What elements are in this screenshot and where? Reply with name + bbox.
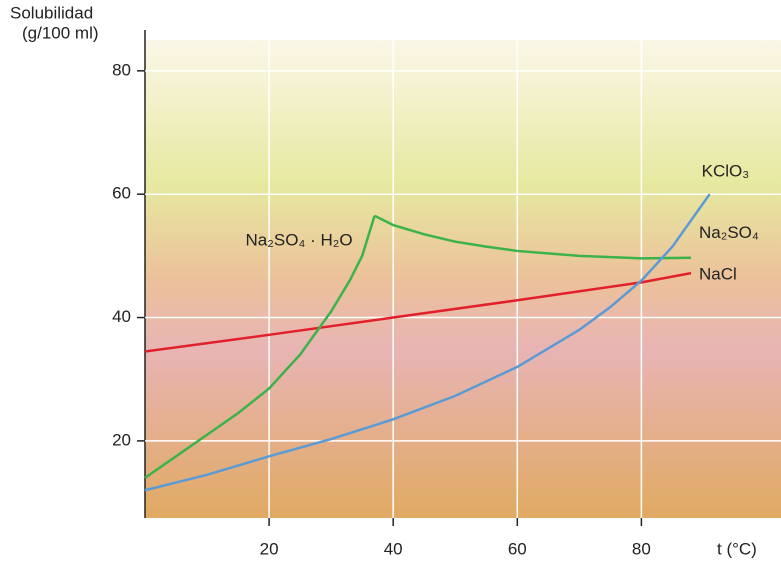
x-label: t (°C) (717, 539, 757, 558)
series-label: NaCl (699, 265, 737, 284)
chart: Solubilidad (g/100 ml) t (°C) 20 40 60 80 20… (0, 0, 781, 566)
x-tick-label: 40 (384, 539, 403, 558)
y-tick-label: 80 (112, 60, 131, 79)
y-tick-label: 40 (112, 307, 131, 326)
x-tick-label: 60 (508, 539, 527, 558)
series-label: KClO₃ (702, 162, 750, 181)
series-label: Na₂SO₄ (699, 223, 759, 242)
y-label: Solubilidad (10, 3, 93, 22)
y-tick-label: 20 (112, 430, 131, 449)
plot-background (145, 40, 781, 518)
series-label: Na₂SO₄ · H₂O (246, 230, 353, 249)
x-tick-label: 20 (260, 539, 279, 558)
y-label: (g/100 ml) (22, 23, 99, 42)
y-tick-label: 60 (112, 184, 131, 203)
x-tick-label: 80 (632, 539, 651, 558)
